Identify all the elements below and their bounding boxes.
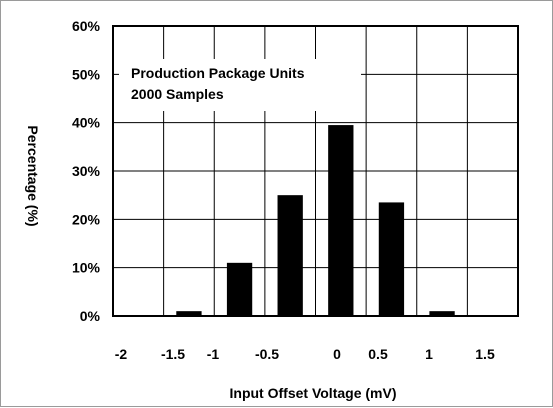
histogram-bar [328,125,354,316]
y-axis-ticks: 0% 10% 20% 30% 40% 50% 60% [72,18,101,324]
histogram-bar [277,195,303,316]
y-axis-title: Percentage (%) [25,125,41,226]
y-tick-label: 60% [72,18,101,34]
x-tick-label: 0 [333,346,341,362]
x-axis-ticks: -2 -1.5 -1 -0.5 0 0.5 1 1.5 [115,346,495,362]
x-tick-label: 1 [425,346,433,362]
bars-group [176,125,455,316]
x-tick-label: 1.5 [475,346,495,362]
y-tick-label: 30% [72,163,101,179]
x-axis-title: Input Offset Voltage (mV) [230,385,397,401]
y-tick-label: 0% [80,308,101,324]
y-tick-label: 20% [72,211,101,227]
x-tick-label: -1.5 [161,346,185,362]
histogram-bar [176,311,202,316]
histogram-bar [378,202,405,316]
y-tick-label: 10% [72,260,101,276]
x-tick-label: -1 [207,346,220,362]
annotation-line-2: 2000 Samples [131,86,224,102]
y-tick-label: 50% [72,66,101,82]
annotation-line-1: Production Package Units [131,65,305,81]
y-tick-label: 40% [72,115,101,131]
x-tick-label: 0.5 [368,346,388,362]
histogram-bar [226,262,253,316]
histogram-bar [429,311,455,316]
annotation-box [119,59,361,111]
x-tick-label: -0.5 [255,346,279,362]
x-tick-label: -2 [115,346,128,362]
